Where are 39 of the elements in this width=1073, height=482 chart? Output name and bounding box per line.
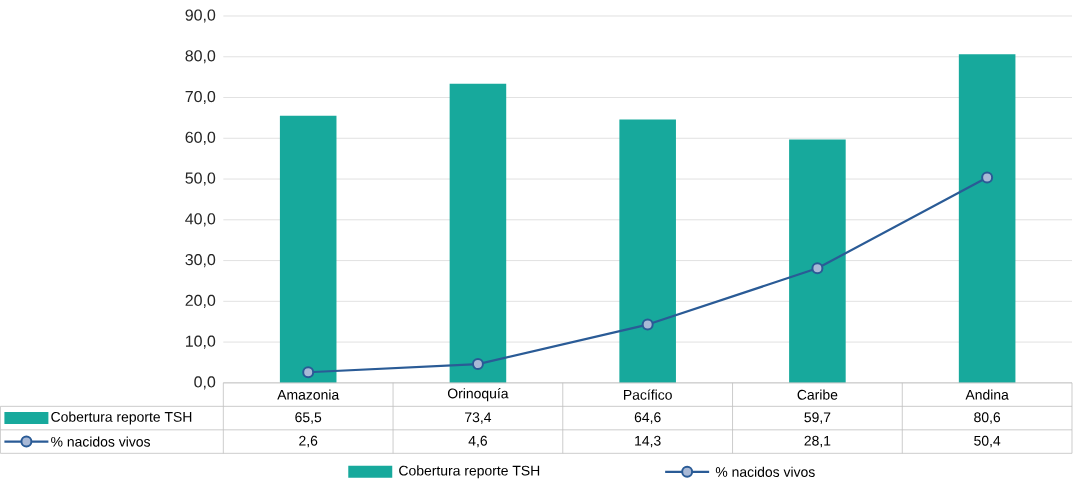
y-tick-label: 10,0 [186,335,216,349]
y-tick-label: 90,0 [185,9,216,23]
legend-label: Cobertura reporte TSH [399,465,540,479]
y-tick-label: 60,0 [185,131,216,145]
data-label: 2,6 [299,435,318,448]
point [471,358,484,371]
y-tick-label: 50,0 [185,172,216,186]
text: % nacidos vivos [51,436,151,447]
data-label: 65,5 [295,412,322,424]
legend-label: % nacidos vivos [715,466,815,478]
x-tick-label: Amazonia [277,389,340,400]
data-label: 28,1 [804,435,831,448]
bar [958,54,1016,383]
bar [789,139,846,383]
data-label: 50,4 [974,435,1001,448]
y-tick-label: 0,0 [194,376,216,390]
x-tick-label: Orinoquía [447,388,509,402]
x-tick-label: Caribe [797,389,838,400]
text: Cobertura reporte TSH [51,411,192,425]
data-label: 64,6 [634,412,661,424]
y-tick-label: 80,0 [185,50,216,64]
data-label: 80,6 [974,412,1001,424]
data-label: 14,3 [635,435,661,448]
data-label: 4,6 [468,435,487,448]
data-label: 59,7 [804,412,831,424]
point [981,171,994,184]
y-tick-label: 40,0 [185,213,216,227]
bar [449,83,507,383]
point [811,262,824,275]
y-tick-label: 20,0 [185,294,216,308]
data-label: 73,4 [465,412,492,424]
bar [279,115,337,383]
bar [619,119,676,383]
x-tick-label: Pacífico [624,389,672,400]
x-tick-label: Andina [965,389,1009,400]
point [302,366,315,379]
point [641,318,654,331]
y-tick-label: 30,0 [185,254,216,268]
y-tick-label: 70,0 [185,91,216,105]
